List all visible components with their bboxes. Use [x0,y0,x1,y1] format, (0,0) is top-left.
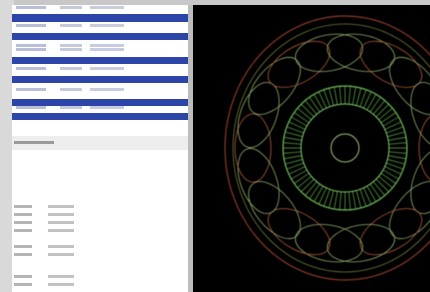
cell-text-blur [60,44,82,47]
prop-label-blur [14,283,32,286]
cell-text-blur [16,88,46,91]
left-strip [0,0,14,292]
cell-text-blur [16,44,46,47]
prop-value-blur [48,213,74,216]
cell-text-blur [16,106,46,109]
drawing-canvas[interactable] [193,5,430,292]
page: (() => { const svg = document.querySelec… [0,0,430,292]
selected-row [12,99,188,106]
cell-text-blur [60,6,82,9]
cell-text-blur [16,24,46,27]
cell-text-blur [90,24,124,27]
selected-row [12,57,188,64]
cell-text-blur [60,106,82,109]
prop-value-blur [48,275,74,278]
cell-text-blur [16,67,46,70]
cell-text-blur [90,6,124,9]
prop-value-blur [48,283,74,286]
cell-text-blur [90,44,124,47]
prop-label-blur [14,245,32,248]
splitter[interactable] [188,5,193,292]
prop-label-blur [14,205,32,208]
header-text-blur [14,141,54,144]
cell-text-blur [90,67,124,70]
prop-label-blur [14,253,32,256]
prop-value-blur [48,253,74,256]
prop-value-blur [48,229,74,232]
prop-value-blur [48,221,74,224]
prop-value-blur [48,205,74,208]
cell-text-blur [60,88,82,91]
selected-row [12,14,188,22]
prop-label-blur [14,213,32,216]
cell-text-blur [60,24,82,27]
cell-text-blur [90,48,124,51]
cell-text-blur [60,48,82,51]
cell-text-blur [16,48,46,51]
prop-label-blur [14,275,32,278]
prop-label-blur [14,221,32,224]
selected-row [12,33,188,40]
cell-text-blur [16,6,46,9]
cell-text-blur [90,106,124,109]
cell-text-blur [90,88,124,91]
selected-row [12,113,188,120]
cell-text-blur [60,67,82,70]
prop-value-blur [48,245,74,248]
selected-row [12,76,188,83]
screenshot [0,0,430,292]
prop-label-blur [14,229,32,232]
